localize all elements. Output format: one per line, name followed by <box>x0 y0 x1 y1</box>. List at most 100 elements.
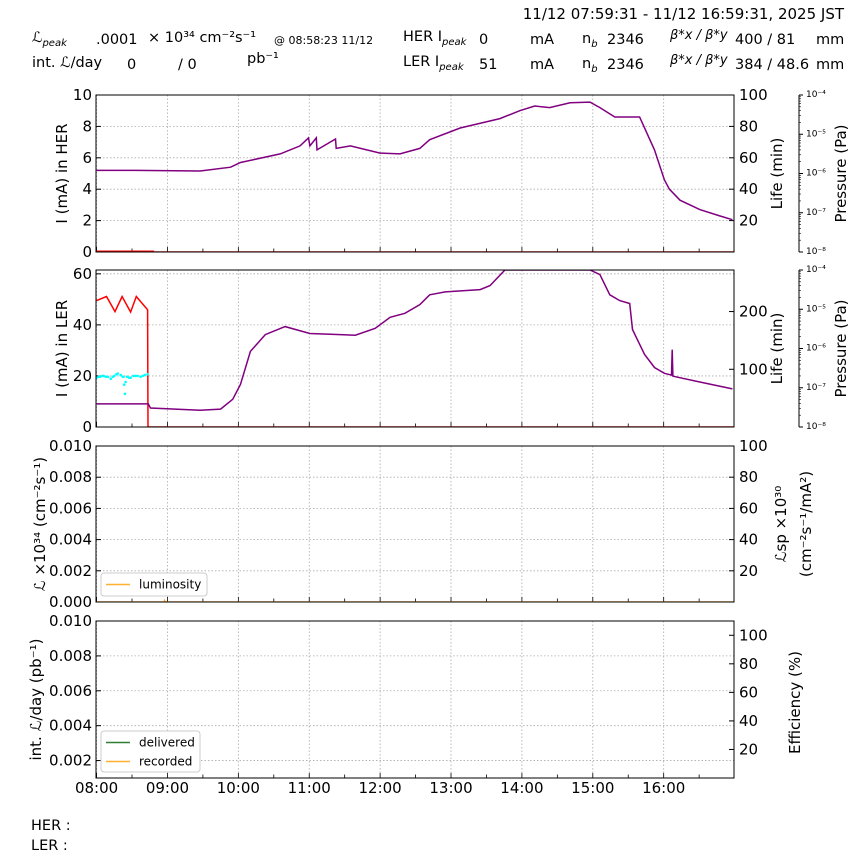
pressure-point <box>119 373 122 377</box>
y-right-tick-label: 40 <box>739 180 758 198</box>
her-nb-text: n <box>582 31 592 47</box>
pressure-tick-label: 10⁻⁵ <box>806 129 826 139</box>
her-label: HER I <box>403 29 443 45</box>
plot-frame <box>95 94 735 253</box>
y-right-tick-label: 80 <box>739 655 758 673</box>
pressure-point <box>109 377 113 381</box>
y-right-tick-label: 20 <box>739 212 758 230</box>
y-tick-label: 0.004 <box>49 531 92 549</box>
luminosity-line <box>96 598 734 602</box>
pressure-point <box>129 376 132 380</box>
legend-label-delivered: delivered <box>139 736 195 750</box>
her-nb: 2346 <box>607 32 644 48</box>
lpeak-time: @ 08:58:23 11/12 <box>274 34 374 47</box>
her-unit: mA <box>530 32 555 48</box>
plot-frame <box>95 269 735 428</box>
pressure-point <box>98 375 102 379</box>
pressure-point <box>106 375 110 379</box>
pressure-point <box>134 374 137 378</box>
y-tick-label: 0.006 <box>49 499 92 517</box>
plot-frame <box>95 620 735 779</box>
her_current-line <box>96 294 734 427</box>
y-tick-label: 0.010 <box>49 437 92 455</box>
y-tick-label: 0.008 <box>49 468 92 486</box>
life-axis-label: Life (min) <box>768 138 786 210</box>
y-right-tick-label: 20 <box>739 740 758 758</box>
y-tick-label: 0.004 <box>49 717 92 735</box>
y-tick-label: 0.010 <box>49 612 92 630</box>
pressure-tick-label: 10⁻⁷ <box>806 208 826 218</box>
pressure-point <box>132 374 135 378</box>
pressure-point <box>124 380 127 384</box>
lpeak-unit: × 10³⁴ cm⁻²s⁻¹ <box>148 30 257 46</box>
y-tick-label: 0 <box>82 243 92 261</box>
pressure-tick-label: 10⁻⁷ <box>806 383 826 393</box>
y-tick-label: 20 <box>73 367 92 385</box>
x-tick-label: 11:00 <box>288 779 331 797</box>
intl-label: int. ℒ/day <box>32 55 103 71</box>
ler-label: LER I <box>403 54 440 70</box>
x-tick-label: 08:00 <box>75 779 118 797</box>
lpeak-value: .0001 <box>96 32 138 48</box>
y-right-tick-label: 60 <box>739 683 758 701</box>
x-tick-label: 12:00 <box>359 779 402 797</box>
y-tick-label: 40 <box>73 316 92 334</box>
ler-beta: 384 / 48.6 <box>735 57 810 73</box>
y-right-tick-label: 200 <box>739 303 768 321</box>
y-tick-label: 2 <box>82 212 92 230</box>
her-beta-unit: mm <box>816 32 845 48</box>
pressure-point <box>122 383 126 386</box>
y-axis-label: I (mA) in HER <box>53 123 71 223</box>
pressure-tick-label: 10⁻⁴ <box>806 90 826 100</box>
lpeak-symbol: ℒ <box>32 30 43 46</box>
her-beta-label: β*x / β*y <box>670 28 728 43</box>
ler-beta-unit: mm <box>816 57 845 73</box>
x-tick-label: 09:00 <box>146 779 189 797</box>
her-nb-sub: b <box>591 38 598 50</box>
her-ipeak: 0 <box>479 32 489 48</box>
pressure-point <box>122 375 125 379</box>
pressure-series <box>96 372 149 396</box>
x-tick-label: 15:00 <box>571 779 614 797</box>
pressure-point <box>143 373 147 377</box>
ler-nb-text: n <box>582 56 592 72</box>
pressure-tick-label: 10⁻⁸ <box>806 422 826 432</box>
y-tick-label: 6 <box>82 149 92 167</box>
pressure-point <box>123 392 127 396</box>
pressure-point <box>125 375 129 379</box>
ler-nb-label: nb <box>582 56 598 75</box>
pressure-tick-label: 10⁻⁴ <box>806 265 826 275</box>
date-range: 11/12 07:59:31 - 11/12 16:59:31, 2025 JS… <box>522 5 844 23</box>
y-right-tick-label: 20 <box>739 562 758 580</box>
y-tick-label: 0.002 <box>49 562 92 580</box>
plot-frame <box>95 445 735 603</box>
pressure-axis-label: Pressure (Pa) <box>832 124 850 222</box>
y-right-tick-label: 100 <box>739 626 768 644</box>
pressure-tick-label: 10⁻⁶ <box>806 344 826 354</box>
y-axis-label: I (mA) in LER <box>53 300 71 397</box>
y-tick-label: 0.002 <box>49 752 92 770</box>
y-tick-label: 0.000 <box>49 593 92 611</box>
lpeak-sub: peak <box>42 37 67 49</box>
y-tick-label: 0.008 <box>49 647 92 665</box>
y-right-tick-label: 100 <box>739 437 768 455</box>
y-tick-label: 10 <box>73 86 92 104</box>
her-nb-label: nb <box>582 31 598 50</box>
pressure-axis-label: Pressure (Pa) <box>832 299 850 397</box>
pressure-point <box>104 375 108 379</box>
life-axis-label: Life (min) <box>768 313 786 385</box>
ler-nb-sub: b <box>591 63 598 75</box>
pressure-tick-label: 10⁻⁵ <box>806 304 826 314</box>
pressure-point <box>141 374 144 378</box>
lsp-unit-label: (cm⁻²s⁻¹/mA²) <box>797 471 815 577</box>
life-line <box>96 270 733 412</box>
y-right-tick-label: 80 <box>739 468 758 486</box>
footer-her: HER : <box>31 818 71 834</box>
y-right-tick-label: 80 <box>739 117 758 135</box>
her-peak-sub: peak <box>442 36 467 48</box>
y-tick-label: 8 <box>82 117 92 135</box>
pressure-point <box>102 374 105 378</box>
x-tick-label: 10:00 <box>217 779 260 797</box>
y-axis-label: ℒ ×10³⁴ (cm⁻²s⁻¹) <box>31 457 49 591</box>
